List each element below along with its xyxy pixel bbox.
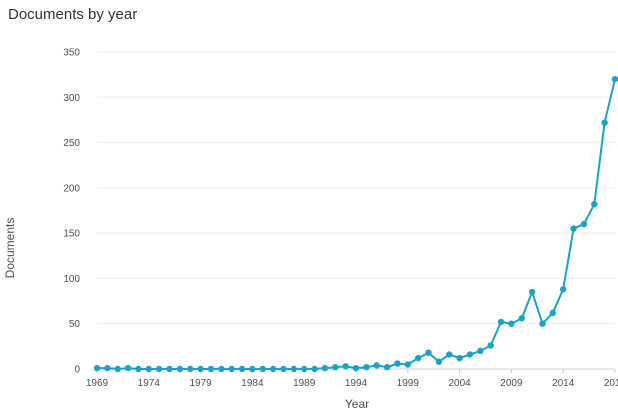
data-point-1990[interactable] [311,365,318,373]
data-point-1982[interactable] [228,365,235,373]
data-point-1969[interactable] [93,364,101,372]
x-tick-label: 1979 [189,378,212,389]
data-point-2015[interactable] [570,225,577,232]
data-point-2018[interactable] [601,119,608,126]
data-point-1978[interactable] [187,365,194,373]
data-point-1995[interactable] [363,363,370,371]
data-point-2006[interactable] [477,347,484,355]
data-point-1980[interactable] [207,365,215,373]
data-point-2003[interactable] [446,351,453,358]
y-tick-label: 100 [63,274,80,285]
x-tick-label: 2019 [604,378,618,389]
data-point-2001[interactable] [425,349,432,356]
data-point-2010[interactable] [518,315,525,322]
data-point-1984[interactable] [249,365,256,373]
y-tick-label: 300 [63,93,80,104]
y-tick-label: 250 [63,138,80,149]
data-point-1989[interactable] [301,365,308,373]
data-point-1974[interactable] [145,365,152,373]
y-tick-label: 150 [63,229,80,240]
grid-lines [96,51,616,373]
y-tick-label: 350 [63,48,80,59]
data-point-1976[interactable] [166,365,173,373]
x-tick-label: 2004 [448,378,471,389]
series-line [97,78,616,370]
data-point-1998[interactable] [394,360,401,367]
data-point-2013[interactable] [549,309,557,317]
data-point-1987[interactable] [280,365,287,373]
data-point-1994[interactable] [352,364,360,372]
data-point-2007[interactable] [487,342,494,349]
data-point-2008[interactable] [497,318,505,326]
data-point-1985[interactable] [259,365,266,373]
data-point-1975[interactable] [155,365,163,373]
data-point-1996[interactable] [373,362,380,369]
y-tick-labels: 0 50 100 150 200 250 300 350 [63,48,80,376]
data-point-1988[interactable] [290,365,298,373]
data-point-1983[interactable] [238,365,246,373]
data-point-2011[interactable] [528,288,536,296]
data-point-1977[interactable] [176,365,184,373]
data-point-1981[interactable] [218,365,225,373]
data-point-2017[interactable] [591,200,598,208]
data-point-1991[interactable] [321,364,329,372]
data-point-2004[interactable] [456,354,463,362]
data-point-2012[interactable] [539,320,546,327]
data-point-2000[interactable] [414,354,422,362]
data-point-2009[interactable] [508,320,515,327]
data-point-1997[interactable] [383,363,391,371]
x-tick-labels: 1969 1974 1979 1984 1989 1994 1999 2004 2009 2014… [86,378,618,389]
series-documents [93,75,618,373]
y-tick-label: 0 [74,365,80,376]
y-tick-label: 50 [69,319,81,330]
data-point-2014[interactable] [560,286,567,293]
data-point-1970[interactable] [104,364,111,372]
x-tick-label: 1989 [293,378,316,389]
data-point-1973[interactable] [135,365,142,373]
data-point-2016[interactable] [580,220,588,228]
x-axis-label: Year [344,397,370,411]
data-point-1971[interactable] [114,365,121,373]
chart-title: Documents by year [8,6,138,23]
data-point-1999[interactable] [404,361,411,368]
x-tick-label: 1974 [138,378,161,389]
data-point-2002[interactable] [435,358,443,365]
x-tick-label: 1994 [345,378,368,389]
data-point-2019[interactable] [611,75,618,83]
x-tick-label: 1984 [241,378,264,389]
data-point-1979[interactable] [197,365,204,373]
x-tick-label: 2014 [552,378,575,389]
x-tick-label: 2009 [500,378,523,389]
data-point-1986[interactable] [269,365,277,373]
data-point-1993[interactable] [342,363,349,370]
data-point-1992[interactable] [332,363,339,371]
y-tick-label: 200 [63,183,80,194]
data-point-2005[interactable] [466,351,474,358]
x-tick-label: 1999 [397,378,420,389]
x-tick-label: 1969 [86,378,109,389]
data-point-1972[interactable] [124,364,132,372]
